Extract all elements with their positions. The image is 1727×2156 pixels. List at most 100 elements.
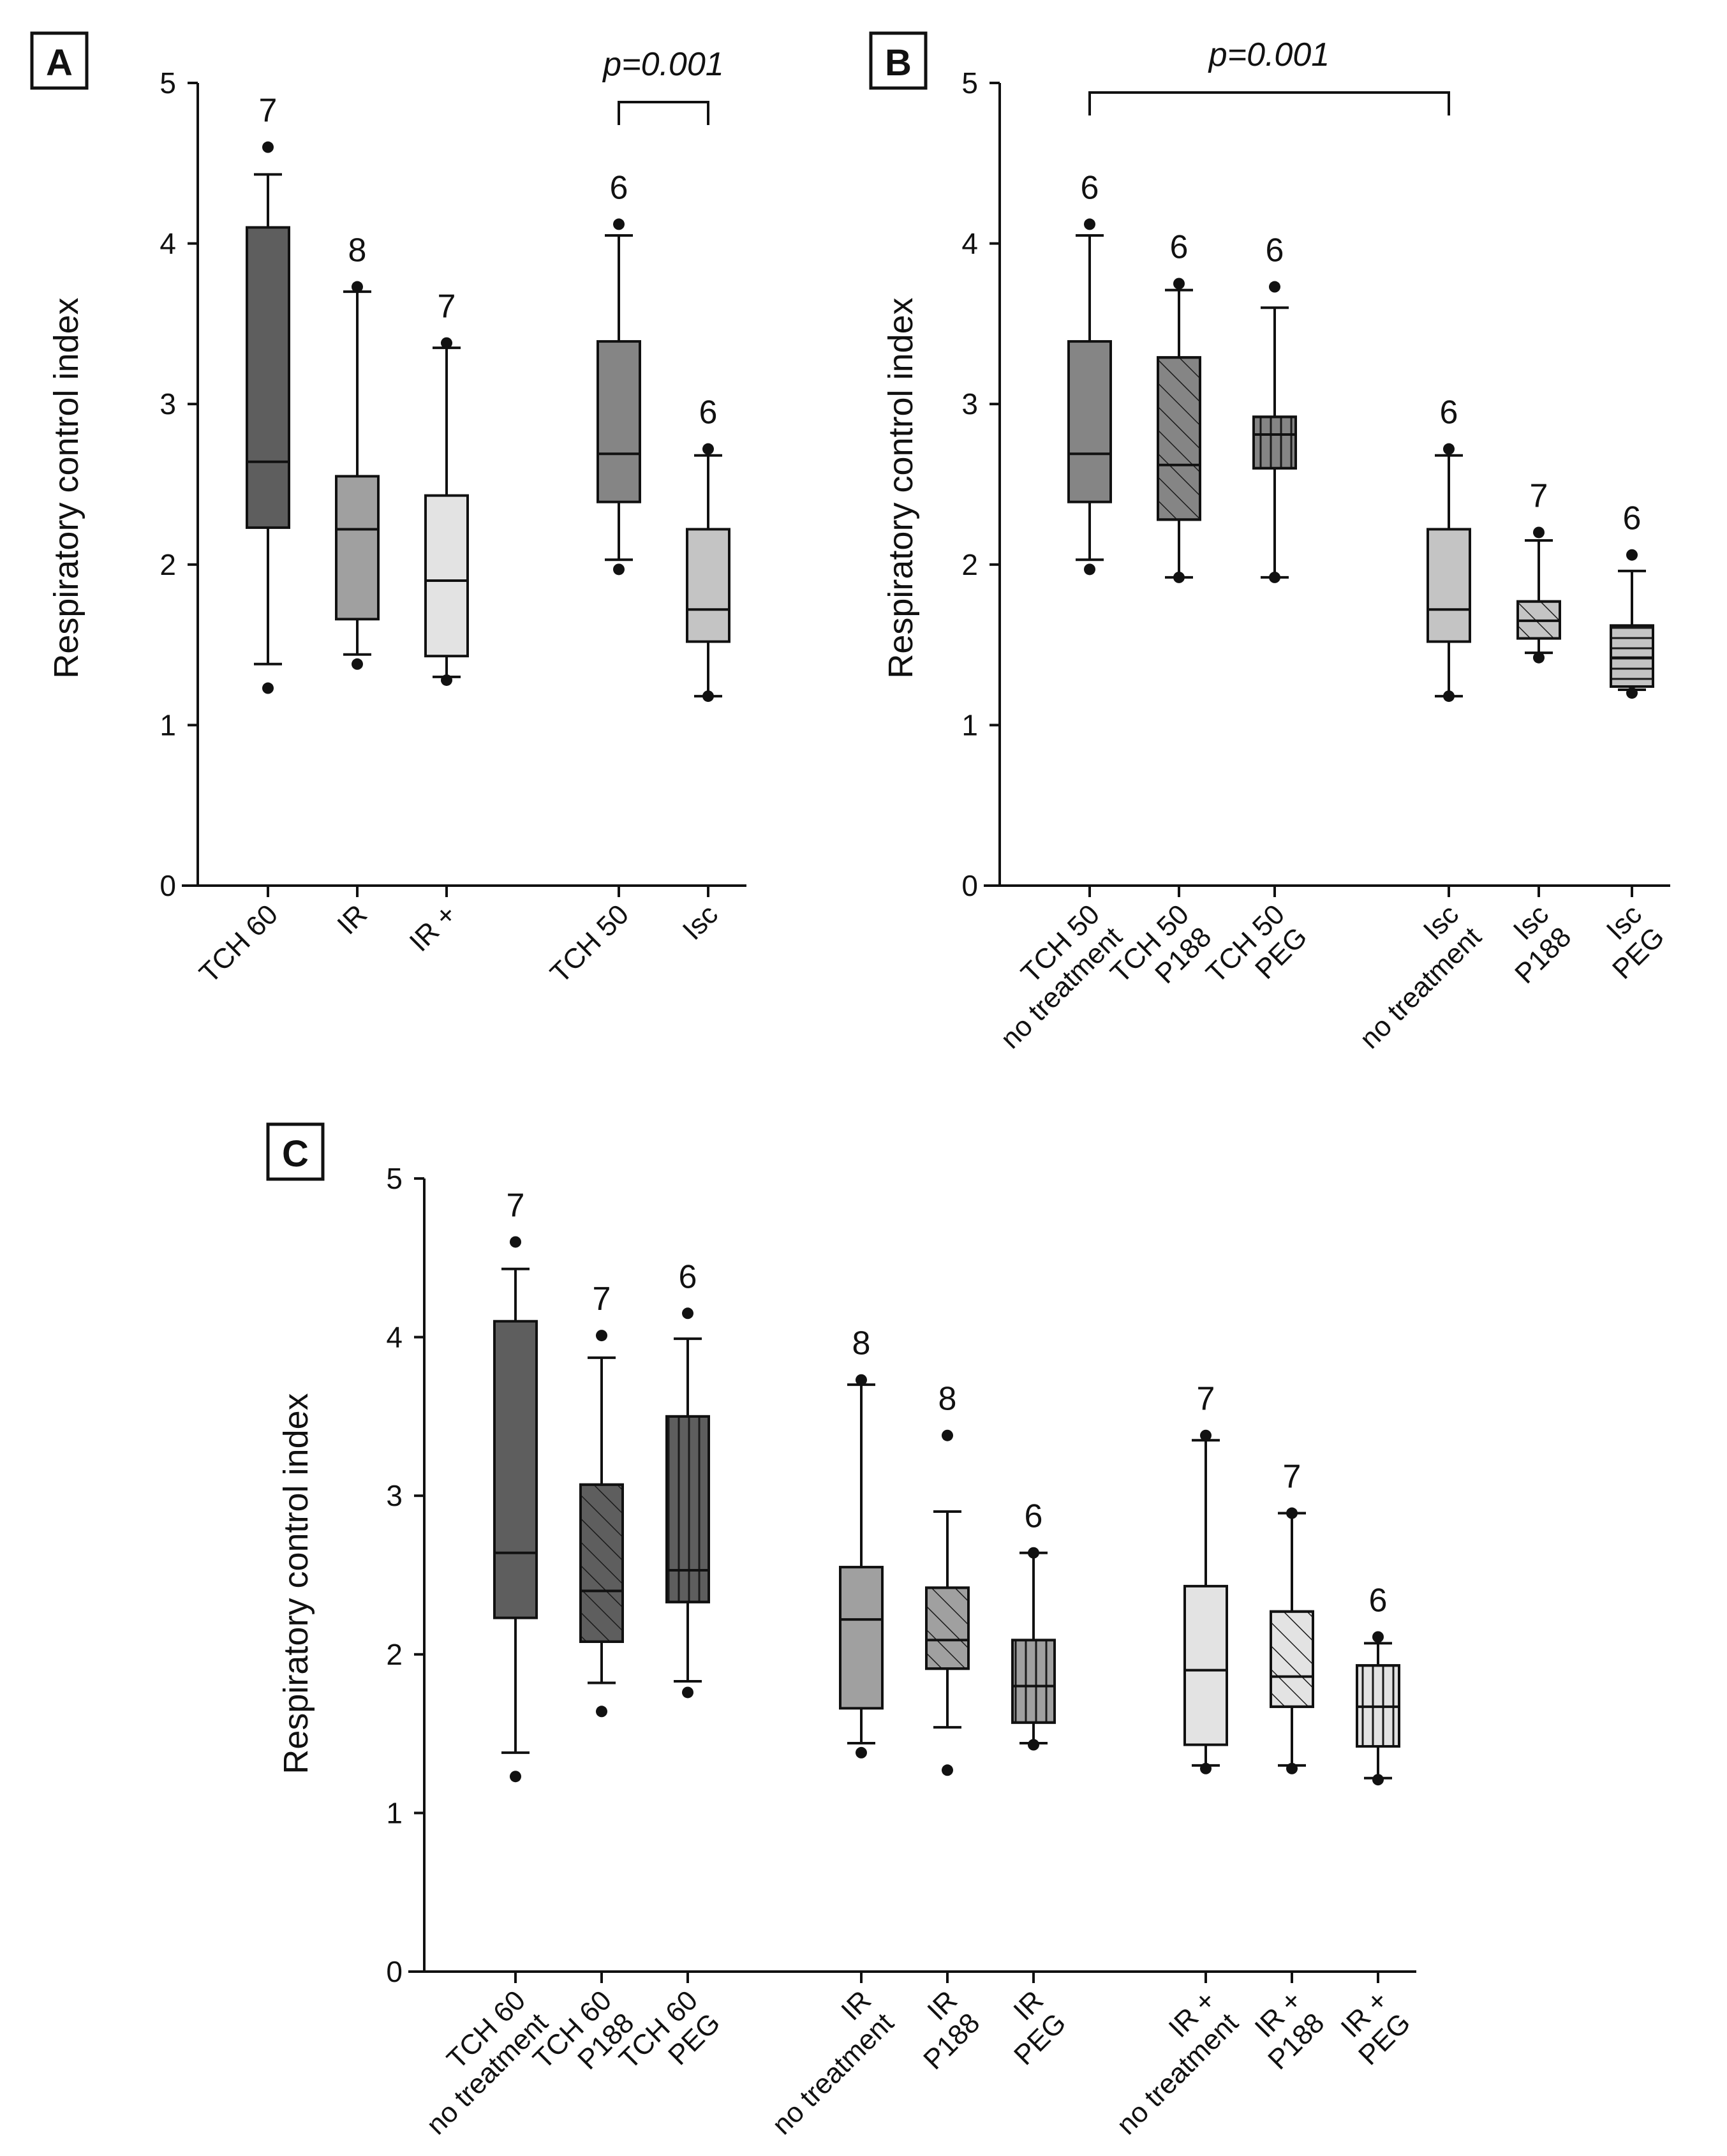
box-group: 7 IscP188 — [1486, 477, 1578, 990]
y-axis-label: Respiratory control index — [47, 297, 85, 678]
n-label: 6 — [699, 394, 718, 431]
outlier-point — [1626, 549, 1638, 561]
outlier-point — [682, 1307, 693, 1320]
outlier-point — [942, 1429, 953, 1441]
outlier-point — [1173, 278, 1185, 290]
box-group: 8 IRno treatment — [744, 1325, 900, 2141]
n-label: 6 — [1623, 500, 1642, 537]
x-tick-label: IRP188 — [895, 1984, 986, 2076]
significance-bracket — [618, 101, 709, 125]
outlier-point — [682, 1686, 693, 1699]
y-tick-label: 2 — [159, 548, 176, 581]
box-group: 8 IR — [331, 232, 380, 940]
outlier-point — [702, 690, 714, 703]
outlier-point — [1443, 443, 1455, 455]
outlier-point — [1372, 1774, 1384, 1786]
outlier-point — [262, 682, 274, 694]
x-tick-label: IR +PEG — [1330, 1984, 1417, 2071]
y-axis-label: Respiratory control index — [882, 297, 920, 678]
outlier-point — [1372, 1631, 1384, 1643]
panel-label-box — [30, 31, 89, 90]
y-tick-label: 2 — [961, 548, 978, 581]
panel-label: C — [282, 1133, 309, 1175]
outlier-point — [1028, 1739, 1039, 1751]
x-tick-label: IRno treatment — [744, 1984, 900, 2141]
y-tick-label: 5 — [386, 1162, 403, 1195]
n-label: 7 — [259, 93, 278, 130]
outlier-point — [1269, 571, 1280, 583]
box — [597, 340, 641, 503]
outlier-point — [1626, 687, 1638, 699]
x-tick-label-line: PEG — [1008, 2007, 1072, 2071]
box-group: 6 IRPEG — [1007, 1498, 1072, 2071]
outlier-point — [510, 1236, 521, 1248]
n-label: 6 — [1266, 232, 1284, 269]
y-tick-label: 4 — [159, 227, 176, 260]
panel-label-box — [869, 31, 928, 90]
x-tick-label-line: IR — [331, 898, 373, 940]
x-tick-label: IR +P188 — [1240, 1984, 1331, 2076]
box-hatch — [1270, 1610, 1314, 1708]
outlier-point — [1028, 1547, 1039, 1559]
outlier-point — [1084, 218, 1095, 230]
box-hatch — [1252, 415, 1297, 470]
box-hatch — [579, 1483, 624, 1643]
panel-b: B Respiratory control index 0 1 2 3 4 5 6 TCH … — [869, 31, 1671, 1055]
box-group: 7 TCH 60 — [193, 93, 290, 989]
box — [335, 475, 380, 621]
box-group: 6 TCH 50 — [544, 169, 641, 989]
y-tick-label: 4 — [386, 1321, 403, 1354]
n-label: 7 — [593, 1281, 611, 1318]
outlier-point — [510, 1771, 521, 1783]
n-label: 6 — [679, 1258, 697, 1295]
outlier-point — [1533, 526, 1545, 539]
n-label: 6 — [1369, 1582, 1388, 1619]
significance-label: p=0.001 — [1208, 36, 1330, 73]
outlier-point — [596, 1330, 607, 1342]
n-label: 7 — [438, 288, 456, 325]
box-hatch — [1011, 1639, 1056, 1724]
n-label: 6 — [610, 169, 628, 206]
n-label: 6 — [1081, 169, 1099, 206]
y-tick-label: 5 — [159, 66, 176, 100]
x-tick-label: TCH 60P188 — [527, 1984, 640, 2097]
outlier-point — [1286, 1762, 1298, 1774]
x-tick-label-line: TCH 50 — [544, 898, 635, 989]
box — [1183, 1584, 1228, 1746]
box-group: 7 TCH 60no treatment — [398, 1187, 554, 2141]
panel-label: A — [46, 42, 73, 84]
outlier-point — [702, 443, 714, 455]
box-group: 6 TCH 60PEG — [613, 1258, 726, 2075]
x-tick-label: TCH 60 — [193, 898, 284, 989]
box-group: 6 IscPEG — [1601, 500, 1671, 985]
outlier-point — [1200, 1429, 1212, 1441]
y-tick-label: 5 — [961, 66, 978, 100]
panel-label: B — [885, 42, 912, 84]
panel-c: C Respiratory control index 0 1 2 3 4 5 7 TCH … — [266, 1122, 1417, 2141]
x-tick-label-line: Isc — [677, 898, 724, 946]
n-label: 6 — [1170, 229, 1189, 266]
outlier-point — [856, 1746, 867, 1758]
outlier-point — [596, 1706, 607, 1718]
panel-a: A Respiratory control index 0 1 2 3 4 5 7 TCH … — [30, 31, 746, 989]
outlier-point — [856, 1374, 867, 1386]
box-hatch — [1610, 624, 1654, 688]
n-label: 8 — [852, 1325, 871, 1362]
n-label: 7 — [1283, 1459, 1301, 1496]
x-tick-label: IR +no treatment — [1088, 1984, 1245, 2141]
x-tick-label: IscP188 — [1486, 898, 1578, 990]
box-group: 6 TCH 50PEG — [1200, 232, 1313, 990]
box-group: 7 TCH 60P188 — [527, 1281, 640, 2097]
box-group: 6 IR +PEG — [1330, 1582, 1417, 2071]
x-tick-label-line: TCH 60 — [193, 898, 284, 989]
x-tick-label-line: no treatment — [766, 2007, 900, 2141]
outlier-point — [352, 658, 363, 670]
y-tick-label: 1 — [159, 708, 176, 741]
x-tick-label: TCH 60no treatment — [398, 1984, 554, 2141]
y-tick-label: 2 — [386, 1638, 403, 1671]
x-tick-label-line: IR + — [403, 898, 463, 958]
x-tick-label: Iscno treatment — [1331, 898, 1488, 1055]
y-tick-label: 4 — [961, 227, 978, 260]
box-hatch — [665, 1415, 710, 1603]
